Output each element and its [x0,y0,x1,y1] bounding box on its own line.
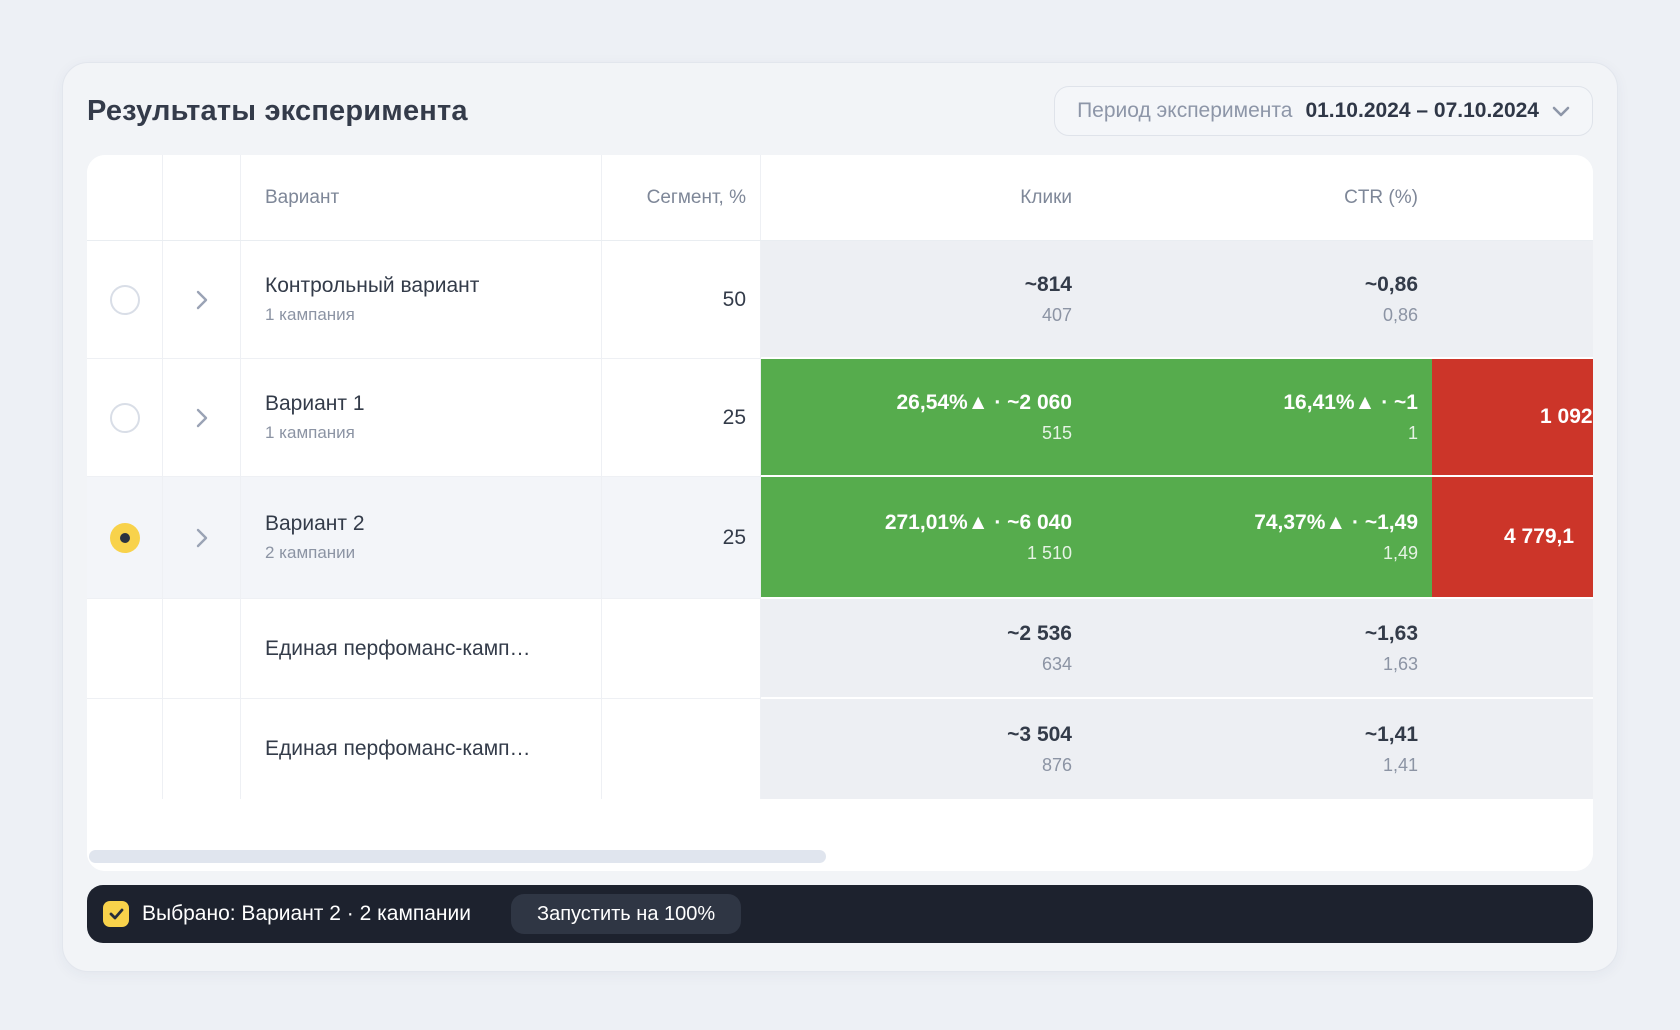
radio-button[interactable] [109,402,140,433]
clicks-main: 271,01%▲ · ~6 040 [884,510,1072,534]
selected-checkbox[interactable] [103,901,129,927]
ctr-cell: ~1,41 1,41 [1086,699,1432,799]
ctr-cell: 74,37%▲ · ~1,49 1,49 [1086,477,1432,599]
segment-value: 25 [602,359,761,477]
expand-chevron-icon[interactable] [195,527,209,549]
cost-value: 4 779,1 [1504,525,1575,548]
ctr-main: 16,41%▲ · ~1 [1283,390,1418,414]
selection-footer-bar: Выбрано: Вариант 2 · 2 кампании Запустит… [87,885,1593,943]
table-row: Контрольный вариант 1 кампания 50 ~814 4… [87,241,1593,359]
clicks-sub: 407 [1041,304,1072,325]
segment-value [602,599,761,699]
header-radio-column [87,155,163,240]
variant-name: Вариант 1 [265,392,365,415]
table-row: Единая перфоманс-камп… ~3 504 876 ~1,41 … [87,699,1593,799]
clicks-main: ~2 536 [1007,621,1072,645]
clicks-main: ~814 [1024,272,1072,296]
clicks-cell: ~814 407 [761,241,1086,359]
campaign-name: Единая перфоманс-камп… [265,737,531,760]
ctr-sub: 0,86 [1382,304,1418,325]
card-header: Результаты эксперимента Период экспериме… [87,79,1593,143]
ctr-sub: 1,41 [1382,754,1418,775]
cost-cell: 1 092 [1432,359,1593,477]
selection-summary: Выбрано: Вариант 2 · 2 кампании [142,902,471,925]
header-clicks: Клики [1020,186,1072,208]
variant-name: Контрольный вариант [265,274,480,297]
results-table: Вариант Сегмент, % Клики CTR (%) Контрол… [87,155,1593,871]
ctr-cell: 16,41%▲ · ~1 1 [1086,359,1432,477]
expand-chevron-icon[interactable] [195,407,209,429]
clicks-sub: 634 [1041,653,1072,674]
period-value: 01.10.2024 – 07.10.2024 [1305,99,1539,122]
segment-value: 25 [602,477,761,599]
table-row: Вариант 2 2 кампании 25 271,01%▲ · ~6 04… [87,477,1593,599]
cost-cell [1432,699,1593,799]
ctr-sub: 1,63 [1382,653,1418,674]
cost-cell [1432,241,1593,359]
horizontal-scrollbar[interactable] [89,850,826,863]
clicks-sub: 1 510 [1026,542,1072,563]
radio-button[interactable] [109,284,140,315]
segment-value: 50 [602,241,761,359]
clicks-sub: 515 [1041,422,1072,443]
cost-cell: 4 779,1 [1432,477,1593,599]
table-scroll-area [87,799,1593,871]
ctr-main: ~1,41 [1364,722,1418,746]
clicks-cell: 271,01%▲ · ~6 040 1 510 [761,477,1086,599]
ctr-main: ~1,63 [1364,621,1418,645]
header-expand-column [163,155,241,240]
chevron-down-icon [1552,106,1570,116]
ctr-sub: 1 [1407,422,1418,443]
clicks-cell: 26,54%▲ · ~2 060 515 [761,359,1086,477]
launch-100-percent-button[interactable]: Запустить на 100% [511,894,742,934]
clicks-main: 26,54%▲ · ~2 060 [896,390,1073,414]
segment-value [602,699,761,799]
cost-value: 1 092 [1540,405,1593,428]
radio-button-selected[interactable] [109,522,140,553]
expand-chevron-icon[interactable] [195,289,209,311]
header-ctr: CTR (%) [1344,186,1418,208]
header-cost-clipped [1432,155,1593,240]
clicks-cell: ~2 536 634 [761,599,1086,699]
ctr-cell: ~0,86 0,86 [1086,241,1432,359]
variant-subtitle: 1 кампания [265,423,355,442]
cost-cell [1432,599,1593,699]
variant-name: Вариант 2 [265,512,365,535]
variant-subtitle: 1 кампания [265,305,355,324]
header-segment: Сегмент, % [602,155,761,240]
table-row: Единая перфоманс-камп… ~2 536 634 ~1,63 … [87,599,1593,699]
ctr-main: 74,37%▲ · ~1,49 [1254,510,1418,534]
clicks-sub: 876 [1041,754,1072,775]
campaign-name: Единая перфоманс-камп… [265,636,531,660]
checkmark-icon [109,908,123,920]
table-row: Вариант 1 1 кампания 25 26,54%▲ · ~2 060… [87,359,1593,477]
ctr-sub: 1,49 [1382,542,1418,563]
header-variant: Вариант [241,155,602,240]
clicks-cell: ~3 504 876 [761,699,1086,799]
period-label: Период эксперимента [1077,99,1293,122]
ctr-cell: ~1,63 1,63 [1086,599,1432,699]
page-title: Результаты эксперимента [87,94,468,127]
experiment-results-card: Результаты эксперимента Период экспериме… [62,62,1618,972]
results-table-header: Вариант Сегмент, % Клики CTR (%) [87,155,1593,241]
clicks-main: ~3 504 [1007,722,1072,746]
ctr-main: ~0,86 [1364,272,1418,296]
period-select[interactable]: Период эксперимента 01.10.2024 – 07.10.2… [1054,86,1593,136]
variant-subtitle: 2 кампании [265,543,356,562]
